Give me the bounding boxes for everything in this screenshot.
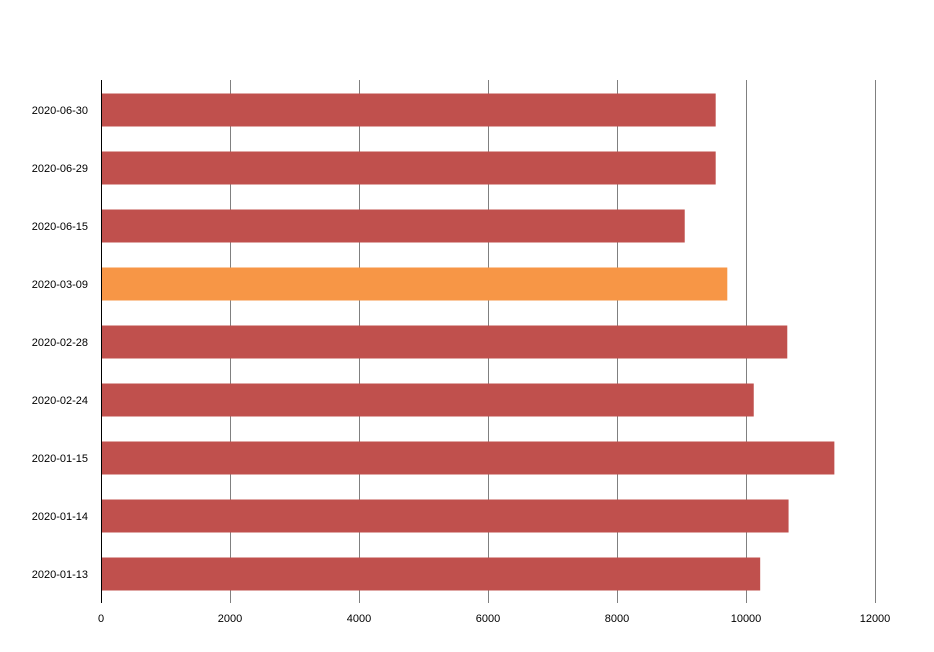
y-tick-label-1: 2020-06-29: [32, 163, 88, 175]
x-tick-label-3: 6000: [476, 613, 500, 625]
y-tick-label-4: 2020-02-28: [32, 337, 88, 349]
x-tick-label-5: 10000: [731, 613, 762, 625]
y-tick-label-7: 2020-01-14: [32, 511, 88, 523]
y-tick-labels: 2020-06-30 2020-06-29 2020-06-15 2020-03-09…: [32, 105, 88, 581]
bar-6: [101, 441, 835, 475]
bar-2: [101, 209, 685, 243]
bar-0: [101, 93, 716, 127]
bar-4: [101, 325, 788, 359]
y-tick-label-2: 2020-06-15: [32, 221, 88, 233]
x-tick-label-0: 0: [98, 613, 104, 625]
bar-7: [101, 499, 789, 533]
bar-3: [101, 267, 728, 301]
x-tick-label-2: 4000: [347, 613, 371, 625]
bar-5: [101, 383, 754, 417]
x-tick-label-4: 8000: [605, 613, 629, 625]
x-tick-labels: 0 2000 4000 6000 8000 10000 12000: [98, 613, 890, 625]
y-tick-label-3: 2020-03-09: [32, 279, 88, 291]
y-tick-label-5: 2020-02-24: [32, 395, 88, 407]
bar-1: [101, 151, 716, 185]
x-tick-label-6: 12000: [860, 613, 891, 625]
y-tick-label-0: 2020-06-30: [32, 105, 88, 117]
x-tick-label-1: 2000: [218, 613, 242, 625]
bar-8: [101, 557, 761, 591]
bars: [101, 93, 835, 591]
y-tick-label-8: 2020-01-13: [32, 569, 88, 581]
y-tick-label-6: 2020-01-15: [32, 453, 88, 465]
